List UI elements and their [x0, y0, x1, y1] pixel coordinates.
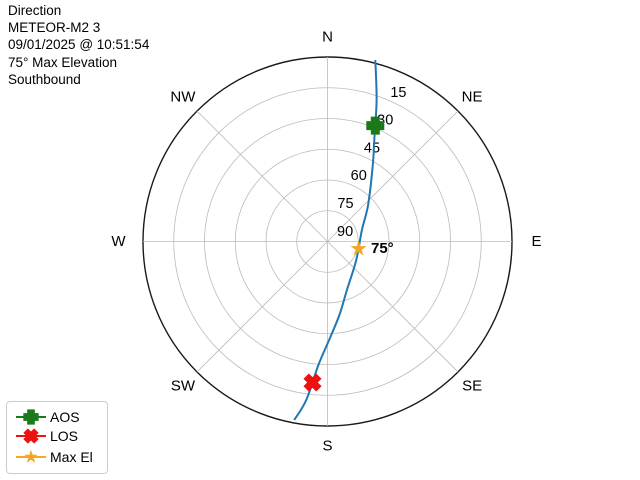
svg-text:W: W: [111, 233, 126, 250]
svg-text:45: 45: [364, 140, 380, 156]
svg-text:AOS: AOS: [50, 409, 80, 425]
svg-text:NE: NE: [462, 88, 483, 105]
svg-text:75: 75: [337, 196, 353, 212]
svg-text:LOS: LOS: [50, 428, 78, 444]
svg-text:Max El: Max El: [50, 449, 93, 465]
svg-text:60: 60: [351, 168, 367, 184]
svg-text:75°: 75°: [371, 240, 394, 257]
svg-text:SE: SE: [462, 378, 482, 395]
svg-text:E: E: [531, 233, 541, 250]
svg-text:15: 15: [390, 85, 406, 101]
svg-text:SW: SW: [171, 378, 196, 395]
svg-text:90: 90: [337, 224, 353, 240]
svg-text:S: S: [322, 438, 332, 455]
svg-text:N: N: [322, 29, 333, 46]
svg-text:NW: NW: [170, 88, 196, 105]
